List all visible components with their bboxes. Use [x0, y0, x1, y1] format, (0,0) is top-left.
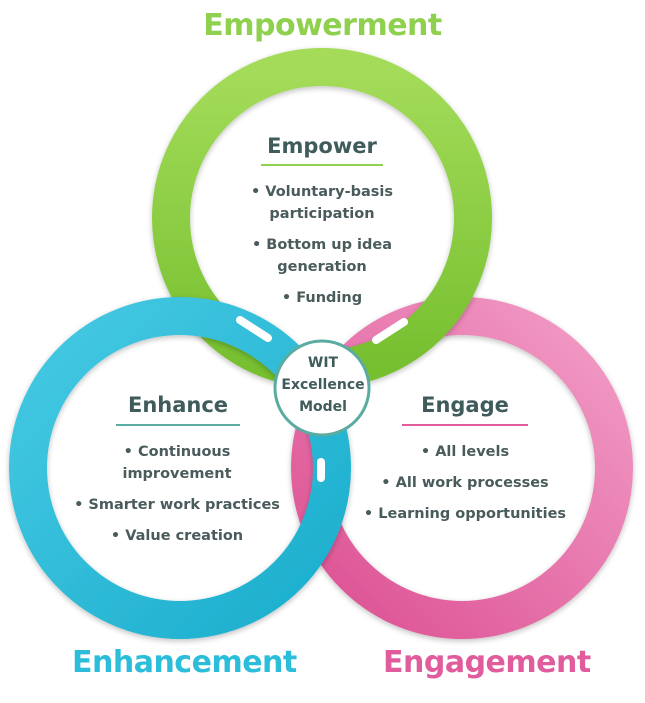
list-item: All levels	[350, 441, 580, 463]
empower-heading: Empower	[267, 134, 377, 158]
center-line: Excellence	[281, 377, 365, 393]
enhance-ring	[9, 297, 351, 639]
list-item: Continuous improvement	[117, 441, 237, 485]
outer-label-enhancement: Enhancement	[72, 645, 297, 680]
ring-gap-top-left	[236, 316, 272, 342]
outer-label-empowerment: Empowerment	[203, 8, 442, 43]
list-item: All work processes	[350, 472, 580, 494]
enhance-list: Continuous improvement Smarter work prac…	[62, 441, 292, 556]
center-line: WIT	[307, 355, 339, 371]
engage-heading-rule	[402, 424, 528, 426]
list-item: Bottom up idea generation	[212, 234, 432, 278]
engage-heading: Engage	[421, 393, 509, 417]
outer-label-engagement: Engagement	[383, 645, 591, 680]
enhance-heading-rule	[116, 424, 240, 426]
list-item: Learning opportunities	[350, 503, 580, 525]
center-line: Model	[299, 399, 347, 415]
ring-gap-top-right	[372, 318, 408, 344]
enhance-heading: Enhance	[127, 393, 229, 417]
center-circle	[273, 339, 371, 437]
list-item: Funding	[212, 287, 432, 309]
list-item: Smarter work practices	[62, 494, 292, 516]
list-item: Value creation	[62, 525, 292, 547]
center-title: WIT Excellence Model	[276, 352, 370, 418]
list-item: Voluntary-basis participation	[212, 181, 432, 225]
empower-heading-rule	[261, 164, 383, 166]
empower-list: Voluntary-basis participation Bottom up …	[212, 181, 432, 318]
engage-ring	[291, 297, 633, 639]
engage-list: All levels All work processes Learning o…	[350, 441, 580, 534]
